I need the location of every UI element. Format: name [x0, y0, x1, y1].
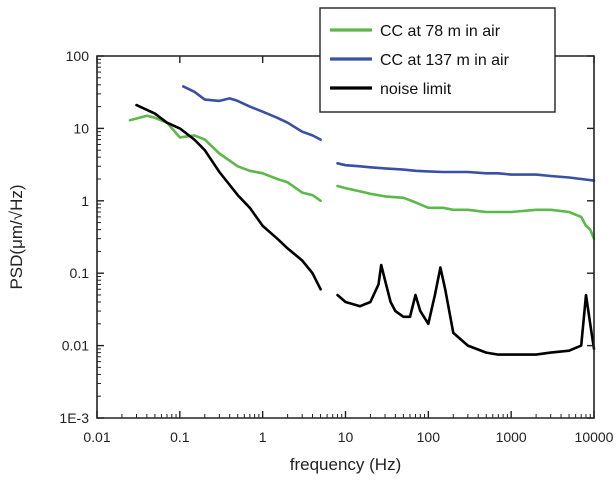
x-tick-label: 10	[338, 429, 354, 445]
x-tick-label: 0.01	[83, 429, 110, 445]
y-tick-label: 10	[73, 120, 89, 136]
x-tick-label: 0.1	[170, 429, 190, 445]
x-axis-ticks: 0.01 0.1 1 10 100 1000 10000	[83, 56, 614, 445]
series-line-2	[135, 103, 596, 356]
x-tick-label: 100	[417, 429, 441, 445]
series-lines	[128, 85, 596, 356]
y-tick-label: 0.1	[70, 265, 90, 281]
x-tick-label: 1	[259, 429, 267, 445]
legend-box	[319, 7, 556, 113]
legend-label: CC at 137 m in air	[380, 52, 510, 69]
y-tick-label: 1	[81, 193, 89, 209]
y-axis-ticks: 1E-3 0.01 0.1 1 10 100	[59, 48, 594, 426]
series-line-1	[182, 85, 596, 182]
x-tick-label: 1000	[496, 429, 527, 445]
legend-label: CC at 78 m in air	[380, 23, 501, 40]
y-axis-title: PSD(μm/√Hz)	[7, 184, 26, 289]
y-tick-label: 100	[66, 48, 90, 64]
legend: CC at 78 m in air CC at 137 m in air noise…	[319, 7, 556, 113]
y-tick-label: 1E-3	[59, 410, 89, 426]
x-axis-title: frequency (Hz)	[290, 455, 401, 474]
series-line-0	[128, 114, 596, 240]
x-tick-label: 10000	[575, 429, 614, 445]
y-tick-label: 0.01	[62, 338, 89, 354]
legend-label: noise limit	[380, 81, 452, 98]
